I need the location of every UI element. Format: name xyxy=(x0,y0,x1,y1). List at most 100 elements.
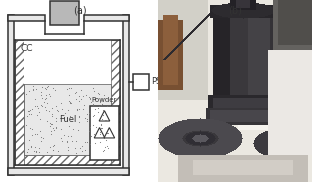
Point xyxy=(29,108,34,110)
Point xyxy=(73,147,78,150)
Point xyxy=(36,110,41,113)
Point xyxy=(43,88,48,91)
Point xyxy=(73,140,78,143)
Point xyxy=(99,126,104,129)
Point xyxy=(91,114,96,117)
Point xyxy=(56,150,61,153)
Point xyxy=(41,136,46,139)
Point xyxy=(103,146,108,149)
Point xyxy=(88,143,93,146)
Point xyxy=(68,115,73,118)
Point xyxy=(98,130,103,133)
Point xyxy=(98,103,103,106)
Polygon shape xyxy=(104,128,115,138)
Point xyxy=(65,140,70,143)
Point xyxy=(67,86,72,89)
Polygon shape xyxy=(94,128,105,138)
Point xyxy=(88,97,93,100)
Point xyxy=(66,94,71,97)
Text: CC: CC xyxy=(21,44,33,53)
Point xyxy=(24,123,29,126)
Point xyxy=(106,132,111,134)
Bar xyxy=(84,15,129,21)
Point xyxy=(25,109,30,112)
Point xyxy=(49,122,54,125)
Point xyxy=(30,133,35,136)
Bar xyxy=(111,40,120,165)
Point xyxy=(93,125,98,128)
Point xyxy=(40,104,45,107)
Bar xyxy=(24,40,111,84)
Point xyxy=(49,112,54,115)
Point xyxy=(93,107,98,110)
Point xyxy=(29,112,34,115)
Point xyxy=(58,127,63,130)
Point xyxy=(54,127,59,130)
Point xyxy=(96,92,101,95)
Point xyxy=(54,125,59,128)
Point xyxy=(60,139,65,142)
Point xyxy=(89,135,94,138)
Point xyxy=(50,87,55,90)
Point xyxy=(102,94,107,97)
Text: (b): (b) xyxy=(228,5,242,15)
Point xyxy=(61,134,66,136)
Point xyxy=(47,92,52,95)
Point xyxy=(102,148,107,151)
Point xyxy=(51,144,56,147)
Point xyxy=(99,126,104,129)
Point xyxy=(35,132,40,135)
Bar xyxy=(84,15,129,21)
Point xyxy=(46,109,51,112)
Point xyxy=(88,98,93,100)
Point xyxy=(75,129,80,132)
Bar xyxy=(133,74,149,90)
Point xyxy=(29,127,34,130)
Point xyxy=(105,145,110,148)
Point xyxy=(31,88,36,91)
Point xyxy=(27,126,32,129)
Point xyxy=(84,120,89,123)
Bar xyxy=(8,15,45,21)
Text: Powder: Powder xyxy=(92,97,117,103)
Point xyxy=(45,150,50,153)
Point xyxy=(31,85,36,88)
Point xyxy=(101,150,106,153)
Point xyxy=(105,147,110,150)
Point xyxy=(76,116,81,118)
Point xyxy=(84,141,89,143)
Point xyxy=(33,98,38,101)
Point xyxy=(28,145,33,147)
Point xyxy=(35,104,40,107)
Point xyxy=(51,128,56,131)
Point xyxy=(33,149,38,152)
Point xyxy=(40,86,45,89)
Point xyxy=(65,148,70,151)
Point xyxy=(87,96,92,99)
Point xyxy=(95,107,100,110)
Point xyxy=(53,104,58,107)
Point xyxy=(80,145,85,148)
Point xyxy=(52,89,57,92)
Point xyxy=(44,120,49,122)
Point xyxy=(47,124,52,127)
Point xyxy=(32,146,37,149)
Point xyxy=(28,145,33,148)
Text: Fuel: Fuel xyxy=(59,115,76,124)
Point xyxy=(76,115,81,118)
Point xyxy=(43,94,48,97)
Point xyxy=(54,119,59,122)
Point xyxy=(27,109,32,112)
Point xyxy=(39,90,44,93)
Point xyxy=(42,100,47,103)
Text: PS: PS xyxy=(151,77,161,86)
Point xyxy=(46,85,51,88)
Bar xyxy=(24,155,111,165)
Point xyxy=(51,145,56,148)
Point xyxy=(67,100,72,102)
Point xyxy=(66,108,71,111)
Point xyxy=(104,105,109,108)
Point xyxy=(91,90,96,93)
Point xyxy=(79,150,84,153)
Point xyxy=(42,87,47,90)
